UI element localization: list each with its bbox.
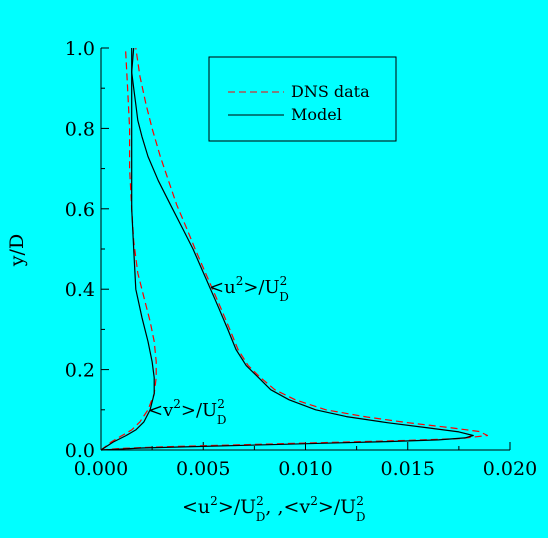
y-tick-label: 0.6 <box>65 199 95 221</box>
y-tick-label: 0.2 <box>65 360 95 382</box>
x-tick-label: 0.020 <box>483 458 537 480</box>
legend: DNS data Model <box>208 56 397 142</box>
x-tick-label: 0.000 <box>74 458 128 480</box>
y-tick-label: 0.8 <box>65 118 95 140</box>
series-line-1 <box>100 47 157 451</box>
x-axis-title: <u2>/U2 D, ,<v2>/U2 D <box>182 494 365 524</box>
legend-dns-label: DNS data <box>291 82 370 101</box>
series-line-3 <box>100 48 155 451</box>
x-tick-label: 0.005 <box>176 458 230 480</box>
series-line-0 <box>100 47 489 451</box>
x-tick-label: 0.010 <box>278 458 332 480</box>
x-tick-label: 0.015 <box>381 458 435 480</box>
annotation-u2: <u2>/U2 D <box>209 274 289 304</box>
annotation-v2: <v2>/U2 D <box>148 397 227 427</box>
y-axis-title: y/D <box>6 234 28 267</box>
series-line-2 <box>100 47 474 451</box>
y-tick-label: 0.4 <box>65 279 95 301</box>
series-layer <box>100 47 489 451</box>
legend-box <box>208 56 397 142</box>
legend-model-label: Model <box>291 105 342 124</box>
y-tick-label: 1.0 <box>65 38 95 60</box>
tick-labels: 0.0 0.2 0.4 0.6 0.8 1.0 0.000 0.005 0.010 0.015 0.… <box>65 38 537 480</box>
y-tick-label: 0.0 <box>65 440 95 462</box>
